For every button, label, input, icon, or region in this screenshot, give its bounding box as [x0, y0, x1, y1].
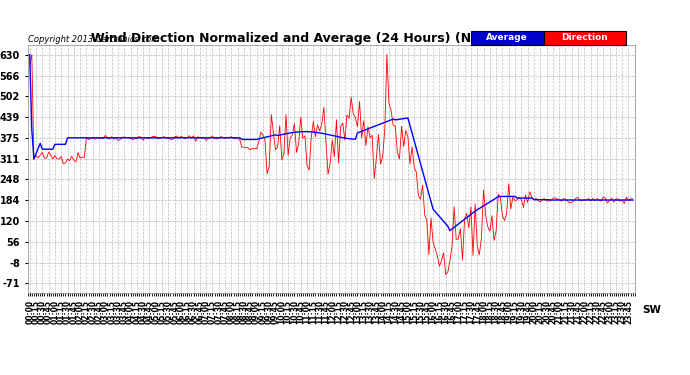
Text: Copyright 2013 Cartronics.com: Copyright 2013 Cartronics.com: [28, 35, 159, 44]
Title: Wind Direction Normalized and Average (24 Hours) (New) 20130803: Wind Direction Normalized and Average (2…: [91, 32, 571, 45]
Text: SW: SW: [642, 305, 662, 315]
FancyBboxPatch shape: [471, 31, 544, 45]
Text: Direction: Direction: [562, 33, 608, 42]
Text: Average: Average: [486, 33, 528, 42]
FancyBboxPatch shape: [544, 31, 626, 45]
